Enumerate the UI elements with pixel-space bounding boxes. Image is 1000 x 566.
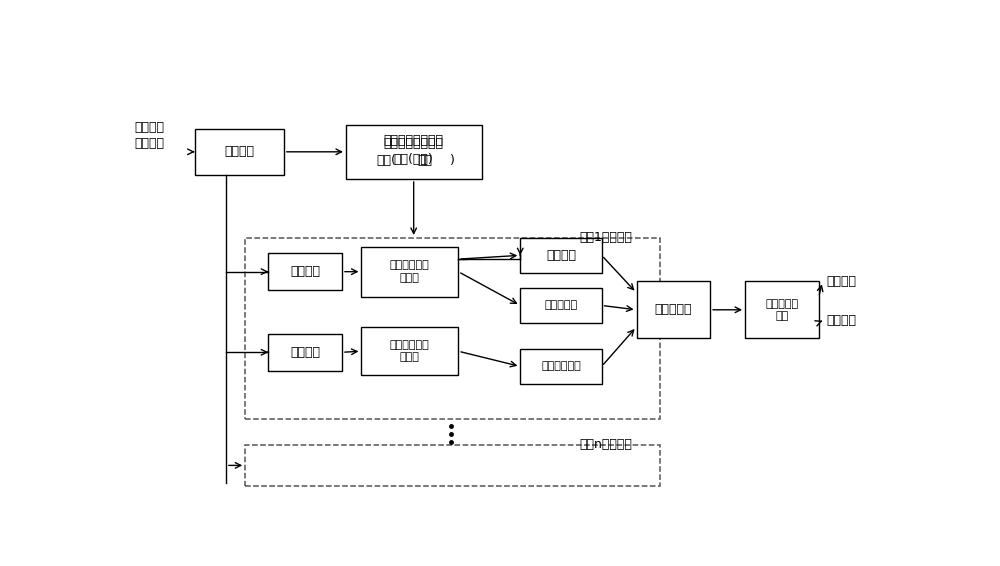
Text: 复阻抗判据: 复阻抗判据: [544, 301, 578, 310]
Text: 模式1保护判据: 模式1保护判据: [579, 231, 632, 245]
Bar: [520, 288, 602, 323]
Text: 电压幅值与相
位检测: 电压幅值与相 位检测: [390, 340, 430, 362]
Text: ): ): [450, 154, 455, 167]
Text: 辨识(: 辨识(: [377, 154, 396, 167]
Text: 模式滤波: 模式滤波: [290, 346, 320, 359]
Text: 三相电压
电流信号: 三相电压 电流信号: [134, 121, 164, 150]
Bar: [268, 334, 342, 371]
Text: 报警信号: 报警信号: [826, 275, 856, 288]
Text: 模式滤波: 模式滤波: [290, 265, 320, 278]
Bar: [361, 327, 458, 375]
Text: 数据采集: 数据采集: [224, 145, 254, 158]
Bar: [745, 281, 819, 338]
Text: 次（超）同步频率: 次（超）同步频率: [384, 134, 444, 147]
Bar: [245, 445, 660, 486]
Text: 电流幅值与相
位检测: 电流幅值与相 位检测: [390, 260, 430, 283]
Text: 跳闸信号: 跳闸信号: [826, 314, 856, 327]
Text: 电流判据: 电流判据: [546, 249, 576, 262]
Text: 模式总判据: 模式总判据: [655, 303, 692, 316]
Text: 模式n保护判据: 模式n保护判据: [579, 439, 632, 452]
Bar: [268, 253, 342, 290]
Bar: [346, 125, 482, 179]
Bar: [361, 247, 458, 297]
Bar: [520, 349, 602, 384]
Bar: [637, 281, 710, 338]
Text: 次（超）同步频率
辨识(可选): 次（超）同步频率 辨识(可选): [384, 138, 444, 166]
Text: 可选: 可选: [418, 154, 433, 167]
Bar: [195, 129, 284, 175]
Text: 多模式集成
判据: 多模式集成 判据: [765, 299, 798, 321]
Bar: [520, 238, 602, 273]
Text: 模式电压判据: 模式电压判据: [541, 362, 581, 371]
Bar: [245, 238, 660, 419]
